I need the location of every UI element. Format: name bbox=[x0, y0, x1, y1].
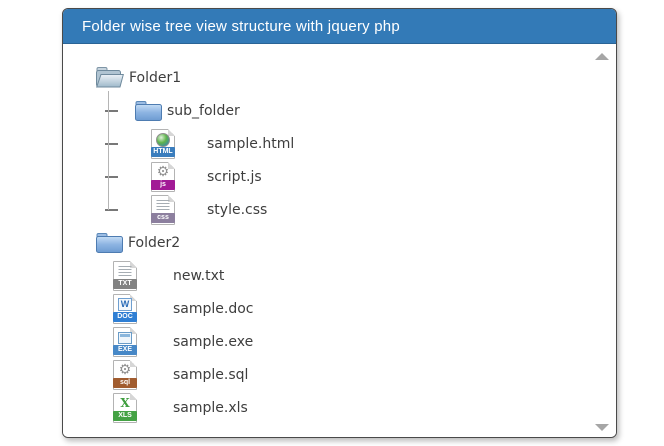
doc-file-icon: W DOC bbox=[113, 293, 137, 324]
tree-item-sample-exe[interactable]: EXE sample.exe bbox=[63, 325, 616, 358]
html-badge: HTML bbox=[151, 146, 175, 157]
scroll-down-icon[interactable] bbox=[595, 424, 609, 431]
page-fold-icon bbox=[168, 161, 175, 169]
page-fold-icon bbox=[130, 359, 137, 367]
tree-item-new-txt[interactable]: TXT new.txt bbox=[63, 259, 616, 292]
html-file-icon: HTML bbox=[151, 128, 175, 159]
xls-badge: XLS bbox=[113, 410, 137, 421]
panel-header: Folder wise tree view structure with jqu… bbox=[63, 9, 616, 44]
page-fold-icon bbox=[130, 260, 137, 268]
tree-item-label: style.css bbox=[207, 201, 268, 218]
page-fold-icon bbox=[168, 128, 175, 136]
tree-item-sample-html[interactable]: HTML sample.html bbox=[63, 127, 616, 160]
tree-connector-line bbox=[108, 91, 109, 210]
tree-item-sample-xls[interactable]: X XLS sample.xls bbox=[63, 391, 616, 424]
tree-item-folder2[interactable]: Folder2 bbox=[63, 226, 616, 259]
txt-file-icon: TXT bbox=[113, 260, 137, 291]
folder-closed-icon bbox=[135, 100, 162, 122]
panel-title: Folder wise tree view structure with jqu… bbox=[82, 17, 400, 35]
gear-icon: ⚙ bbox=[118, 360, 132, 377]
js-file-icon: ⚙ js bbox=[151, 161, 175, 192]
tree-branch-dash bbox=[105, 175, 118, 178]
app-window-icon bbox=[118, 331, 132, 344]
tree-item-label: script.js bbox=[207, 168, 262, 185]
tree-item-label: sample.exe bbox=[173, 333, 254, 350]
tree-item-sample-doc[interactable]: W DOC sample.doc bbox=[63, 292, 616, 325]
txt-badge: TXT bbox=[113, 278, 137, 289]
tree-item-label: sub_folder bbox=[167, 102, 240, 119]
tree-item-label: sample.doc bbox=[173, 300, 254, 317]
tree-item-sub-folder[interactable]: sub_folder bbox=[63, 94, 616, 127]
folder-tree: Folder1 sub_folder bbox=[63, 44, 616, 424]
exe-file-icon: EXE bbox=[113, 326, 137, 357]
folder-open-icon bbox=[95, 66, 124, 89]
tree-item-style-css[interactable]: css style.css bbox=[63, 193, 616, 226]
page-fold-icon bbox=[130, 326, 137, 334]
tree-branch-dash bbox=[105, 142, 118, 145]
page-fold-icon bbox=[130, 392, 137, 400]
tree-panel: Folder wise tree view structure with jqu… bbox=[62, 8, 617, 438]
page-fold-icon bbox=[130, 293, 137, 301]
sql-file-icon: ⚙ sql bbox=[113, 359, 137, 390]
sql-badge: sql bbox=[113, 377, 137, 388]
tree-item-label: sample.html bbox=[207, 135, 295, 152]
js-badge: js bbox=[151, 179, 175, 190]
excel-x-icon: X bbox=[120, 395, 130, 410]
tree-item-label: sample.xls bbox=[173, 399, 248, 416]
xls-file-icon: X XLS bbox=[113, 392, 137, 423]
text-lines-icon bbox=[118, 265, 132, 277]
css-file-icon: css bbox=[151, 194, 175, 225]
tree-item-sample-sql[interactable]: ⚙ sql sample.sql bbox=[63, 358, 616, 391]
tree-item-label: Folder2 bbox=[128, 234, 181, 251]
page-fold-icon bbox=[168, 194, 175, 202]
text-lines-icon bbox=[156, 199, 170, 211]
tree-item-label: sample.sql bbox=[173, 366, 249, 383]
tree-branch-dash bbox=[105, 208, 118, 211]
gear-icon: ⚙ bbox=[156, 162, 170, 179]
exe-badge: EXE bbox=[113, 344, 137, 355]
tree-item-label: Folder1 bbox=[129, 69, 182, 86]
tree-scroll-area: Folder1 sub_folder bbox=[63, 44, 616, 437]
doc-badge: DOC bbox=[113, 311, 137, 322]
word-w-icon: W bbox=[118, 297, 132, 311]
tree-item-label: new.txt bbox=[173, 267, 225, 284]
tree-branch-dash bbox=[105, 109, 118, 112]
tree-item-folder1[interactable]: Folder1 bbox=[63, 61, 616, 94]
scroll-up-icon[interactable] bbox=[595, 53, 609, 60]
tree-item-script-js[interactable]: ⚙ js script.js bbox=[63, 160, 616, 193]
css-badge: css bbox=[151, 212, 175, 223]
globe-icon bbox=[156, 132, 170, 147]
folder-closed-icon bbox=[96, 232, 123, 254]
